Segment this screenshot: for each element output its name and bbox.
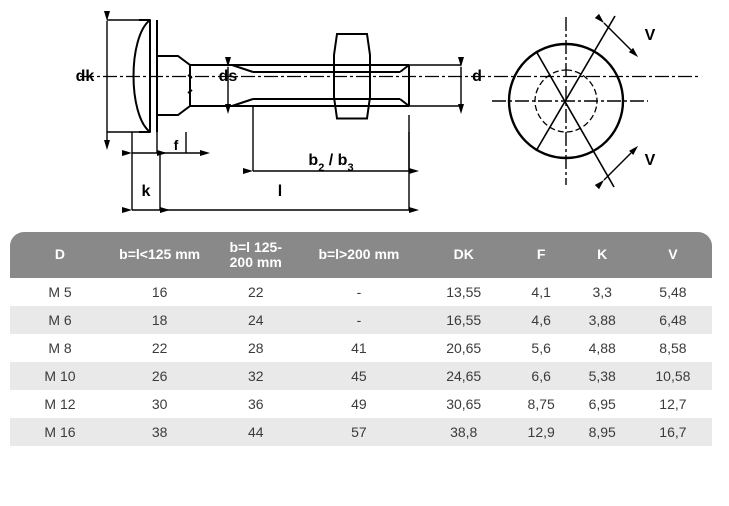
- svg-text:dk: dk: [76, 68, 95, 85]
- svg-text:k: k: [142, 183, 151, 200]
- svg-text:d: d: [472, 68, 482, 85]
- svg-text:ds: ds: [219, 68, 238, 85]
- svg-text:V: V: [645, 27, 656, 44]
- svg-text:l: l: [278, 183, 282, 200]
- svg-text:f: f: [174, 137, 179, 153]
- svg-text:V: V: [645, 152, 656, 169]
